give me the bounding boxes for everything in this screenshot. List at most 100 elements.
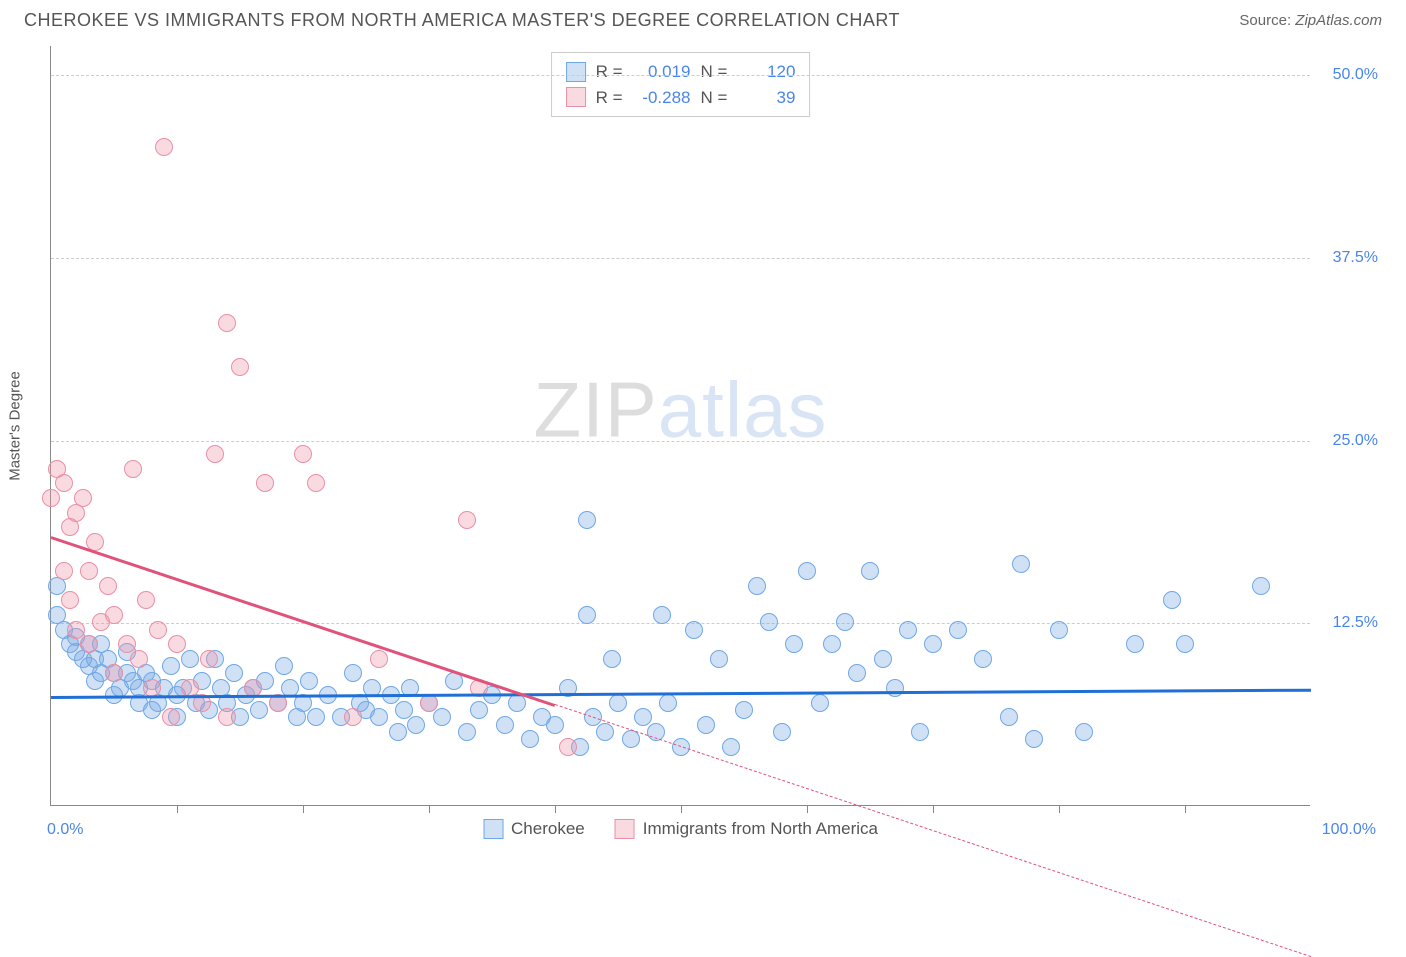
r-value-immigrants: -0.288	[633, 85, 691, 111]
data-point	[74, 489, 92, 507]
chart-title: CHEROKEE VS IMMIGRANTS FROM NORTH AMERIC…	[24, 10, 900, 31]
data-point	[1126, 635, 1144, 653]
data-point	[344, 664, 362, 682]
data-point	[458, 511, 476, 529]
data-point	[389, 723, 407, 741]
legend-item-cherokee: Cherokee	[483, 819, 585, 839]
r-label: R =	[596, 59, 623, 85]
data-point	[105, 606, 123, 624]
data-point	[1163, 591, 1181, 609]
gridline	[51, 258, 1310, 259]
x-min-label: 0.0%	[47, 821, 83, 839]
r-label: R =	[596, 85, 623, 111]
gridline	[51, 623, 1310, 624]
data-point	[735, 701, 753, 719]
data-point	[1176, 635, 1194, 653]
data-point	[118, 635, 136, 653]
chart-container: Master's Degree ZIPatlas R = 0.019 N = 1…	[50, 46, 1380, 836]
data-point	[899, 621, 917, 639]
y-tick-label: 12.5%	[1318, 614, 1378, 632]
data-point	[874, 650, 892, 668]
data-point	[659, 694, 677, 712]
data-point	[300, 672, 318, 690]
data-point	[256, 474, 274, 492]
data-point	[496, 716, 514, 734]
data-point	[886, 679, 904, 697]
swatch-cherokee	[483, 819, 503, 839]
x-tick	[681, 805, 682, 813]
data-point	[1075, 723, 1093, 741]
data-point	[861, 562, 879, 580]
data-point	[697, 716, 715, 734]
data-point	[1025, 730, 1043, 748]
data-point	[307, 708, 325, 726]
data-point	[407, 716, 425, 734]
data-point	[231, 358, 249, 376]
data-point	[634, 708, 652, 726]
data-point	[949, 621, 967, 639]
data-point	[370, 708, 388, 726]
source-credit: Source: ZipAtlas.com	[1239, 12, 1382, 29]
data-point	[200, 650, 218, 668]
gridline	[51, 441, 1310, 442]
data-point	[433, 708, 451, 726]
x-tick	[933, 805, 934, 813]
data-point	[218, 314, 236, 332]
data-point	[42, 489, 60, 507]
data-point	[225, 664, 243, 682]
series-legend: Cherokee Immigrants from North America	[483, 819, 878, 839]
x-tick	[303, 805, 304, 813]
data-point	[162, 657, 180, 675]
data-point	[55, 474, 73, 492]
data-point	[470, 701, 488, 719]
data-point	[294, 445, 312, 463]
source-name: ZipAtlas.com	[1295, 12, 1382, 29]
n-label: N =	[701, 59, 728, 85]
data-point	[137, 591, 155, 609]
data-point	[55, 562, 73, 580]
data-point	[811, 694, 829, 712]
data-point	[924, 635, 942, 653]
data-point	[395, 701, 413, 719]
data-point	[61, 591, 79, 609]
watermark: ZIPatlas	[533, 365, 827, 456]
data-point	[206, 445, 224, 463]
x-tick	[555, 805, 556, 813]
data-point	[149, 621, 167, 639]
y-tick-label: 25.0%	[1318, 432, 1378, 450]
data-point	[458, 723, 476, 741]
data-point	[99, 577, 117, 595]
data-point	[162, 708, 180, 726]
gridline	[51, 75, 1310, 76]
data-point	[546, 716, 564, 734]
data-point	[760, 613, 778, 631]
data-point	[80, 635, 98, 653]
swatch-immigrants	[566, 87, 586, 107]
data-point	[218, 708, 236, 726]
data-point	[823, 635, 841, 653]
data-point	[836, 613, 854, 631]
y-axis-label: Master's Degree	[7, 371, 24, 481]
data-point	[275, 657, 293, 675]
data-point	[370, 650, 388, 668]
data-point	[155, 138, 173, 156]
data-point	[130, 650, 148, 668]
data-point	[105, 664, 123, 682]
data-point	[596, 723, 614, 741]
data-point	[67, 621, 85, 639]
x-tick	[1185, 805, 1186, 813]
data-point	[559, 738, 577, 756]
y-tick-label: 37.5%	[1318, 249, 1378, 267]
data-point	[622, 730, 640, 748]
data-point	[124, 460, 142, 478]
x-max-label: 100.0%	[1322, 821, 1376, 839]
n-value-immigrants: 39	[737, 85, 795, 111]
x-tick	[177, 805, 178, 813]
data-point	[653, 606, 671, 624]
correlation-legend: R = 0.019 N = 120 R = -0.288 N = 39	[551, 52, 811, 117]
data-point	[603, 650, 621, 668]
data-point	[773, 723, 791, 741]
data-point	[911, 723, 929, 741]
data-point	[1012, 555, 1030, 573]
n-value-cherokee: 120	[737, 59, 795, 85]
